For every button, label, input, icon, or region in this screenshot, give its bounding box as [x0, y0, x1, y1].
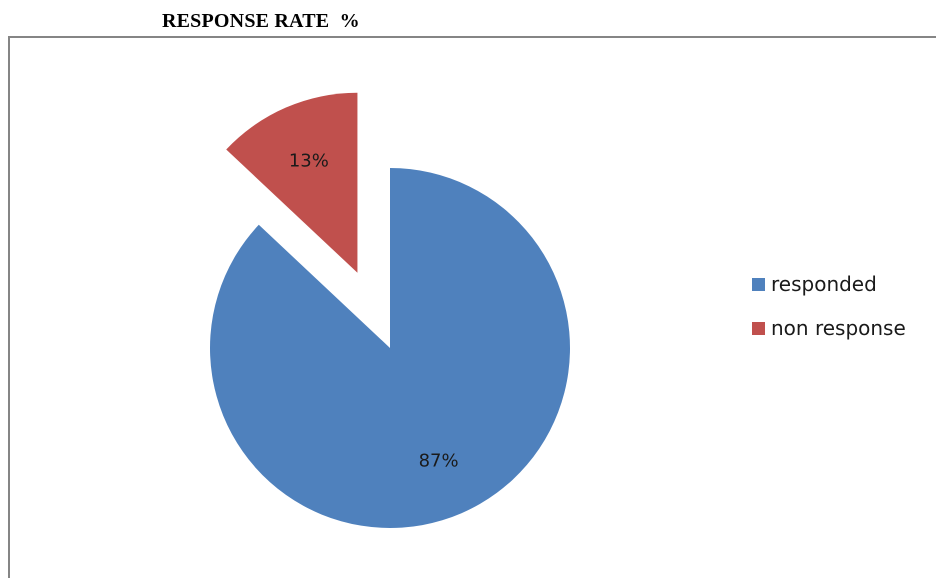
- chart-title: RESPONSE RATE %: [162, 10, 360, 32]
- legend-label-non-response: non response: [771, 316, 906, 340]
- chart-frame: [8, 36, 936, 578]
- data-label-responded: 87%: [419, 450, 459, 471]
- legend-swatch-non-response: [752, 322, 765, 335]
- legend-label-responded: responded: [771, 272, 877, 296]
- pie-slice-responded: [210, 168, 571, 528]
- pie-slice-non-response: [226, 92, 358, 273]
- legend-swatch-responded: [752, 278, 765, 291]
- data-label-non-response: 13%: [289, 150, 329, 171]
